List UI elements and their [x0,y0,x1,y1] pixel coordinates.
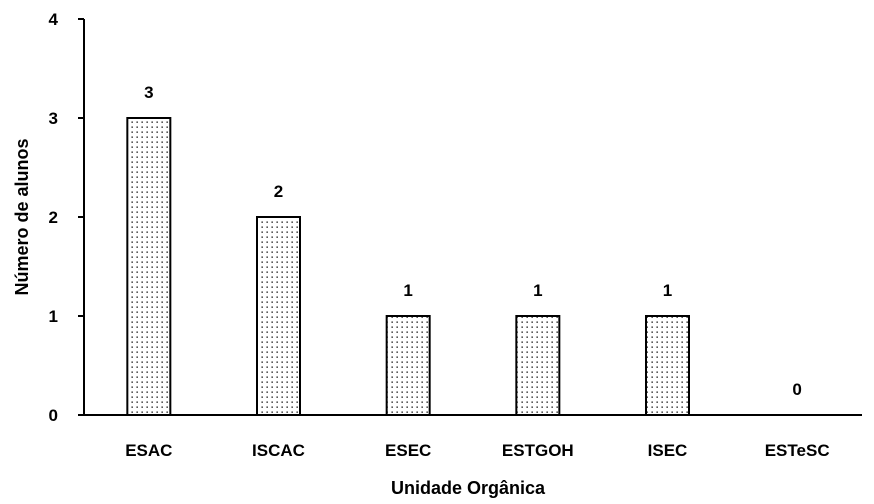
y-tick-label: 3 [49,109,58,128]
data-label-estesc: 0 [792,380,801,399]
bars-group [126,117,690,416]
y-tick-label: 0 [49,406,58,425]
y-tick-label: 4 [49,10,59,29]
bar-isec [645,315,690,416]
x-tick-label-esac: ESAC [125,441,172,460]
y-tick-label: 2 [49,208,58,227]
x-axis-title: Unidade Orgânica [391,478,546,498]
bar-estgoh [515,315,561,416]
data-label-isec: 1 [663,281,672,300]
x-tick-label-esec: ESEC [385,441,431,460]
data-label-iscac: 2 [274,182,283,201]
bar-esac [126,117,172,416]
data-label-estgoh: 1 [533,281,542,300]
x-tick-label-iscac: ISCAC [252,441,305,460]
y-tick-label: 1 [49,307,58,326]
y-axis-title: Número de alunos [12,138,32,295]
data-labels-group: 3 2 1 1 1 0 [144,83,802,399]
y-axis-tick-labels: 0 1 2 3 4 [49,10,84,425]
x-tick-label-estgoh: ESTGOH [502,441,574,460]
bar-iscac [256,216,301,416]
bar-esec [385,315,431,416]
x-tick-label-isec: ISEC [648,441,688,460]
x-tick-label-estesc: ESTeSC [765,441,830,460]
data-label-esec: 1 [403,281,412,300]
data-label-esac: 3 [144,83,153,102]
x-axis-tick-labels: ESAC ISCAC ESEC ESTGOH ISEC ESTeSC [125,441,829,460]
